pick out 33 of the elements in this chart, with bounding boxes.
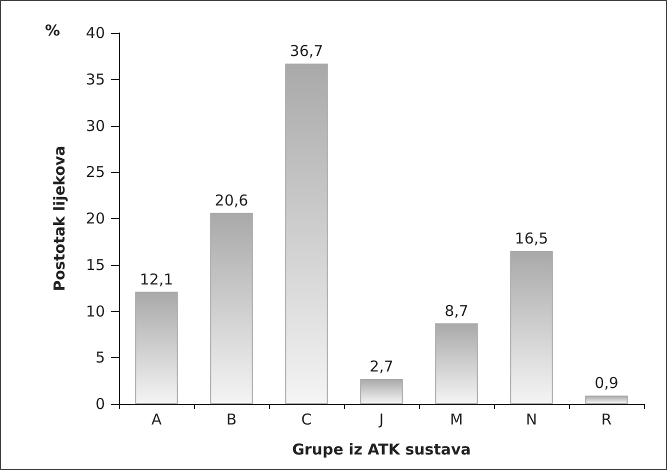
data-label: 12,1: [140, 270, 174, 288]
data-label: 16,5: [514, 229, 548, 248]
bar: [210, 212, 253, 404]
data-label: 20,6: [214, 191, 248, 210]
data-label: 36,7: [290, 42, 324, 60]
bar: [135, 292, 178, 404]
y-tick-label: 5: [95, 348, 105, 367]
y-axis-title: Postotak lijekova: [50, 146, 68, 292]
y-tick-label: 30: [86, 116, 105, 135]
y-tick-label: 25: [86, 163, 105, 182]
x-axis-title: Grupe iz ATK sustava: [292, 440, 471, 458]
x-tick-label: C: [301, 410, 312, 428]
y-tick-label: 0: [95, 395, 105, 413]
x-tick-label: R: [601, 410, 612, 428]
text: %: [45, 22, 60, 40]
y-tick-label: 15: [86, 256, 105, 274]
x-tick-label: A: [151, 410, 162, 428]
x-tick-label: M: [450, 410, 463, 428]
x-tick-label: J: [378, 410, 384, 428]
data-label: 2,7: [370, 357, 394, 376]
data-label: 8,7: [444, 302, 468, 320]
y-tick-label: 40: [86, 24, 105, 42]
y-tick-label: 10: [86, 302, 105, 320]
bar: [285, 64, 328, 404]
bar: [510, 250, 553, 404]
x-tick-label: N: [526, 410, 538, 428]
bar: [360, 378, 403, 404]
y-tick-label: 35: [86, 70, 105, 88]
bar: [435, 323, 478, 404]
x-tick-label: B: [226, 410, 237, 428]
data-label: 0,9: [594, 374, 618, 392]
y-tick-label: 20: [86, 210, 105, 228]
bar: [585, 396, 628, 404]
